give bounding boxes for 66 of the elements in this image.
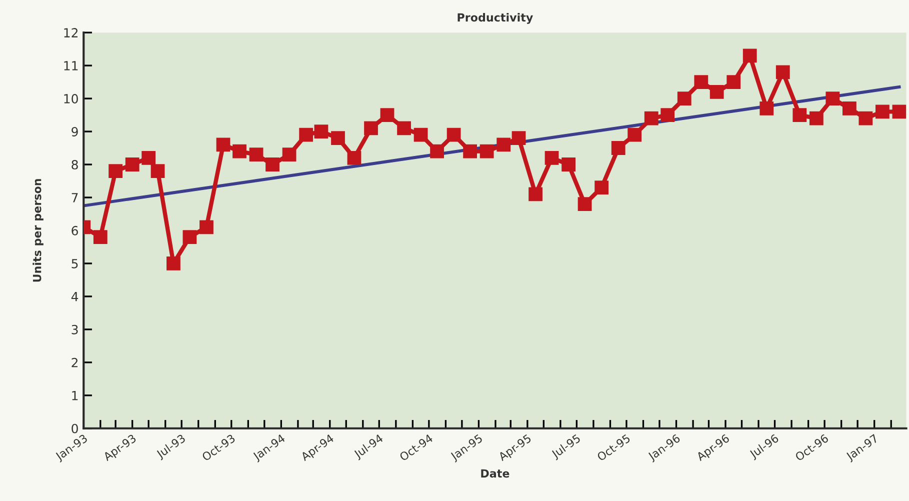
y-tick-label: 10: [64, 94, 78, 104]
point: [166, 256, 180, 270]
point: [347, 150, 362, 165]
y-tick-label: 5: [72, 259, 78, 268]
point: [562, 158, 576, 172]
point: [694, 75, 708, 89]
point: [892, 104, 906, 119]
point: [512, 131, 526, 146]
y-tick-label: 1: [72, 391, 78, 400]
y-tick-label: 8: [72, 160, 78, 170]
y-tick-label: 3: [72, 324, 78, 334]
point: [125, 158, 140, 172]
y-tick-label: 0: [72, 424, 78, 434]
point: [331, 131, 345, 146]
point: [528, 187, 542, 202]
point: [314, 124, 328, 138]
point: [266, 158, 280, 172]
y-tick-label: 2: [72, 358, 78, 368]
chart-title: Productivity: [458, 13, 533, 24]
point: [760, 101, 774, 116]
y-tick-label: 12: [64, 28, 78, 38]
point: [182, 230, 197, 244]
point: [776, 65, 790, 80]
point: [660, 108, 675, 122]
point: [93, 230, 108, 244]
point: [726, 75, 741, 89]
point: [809, 111, 824, 126]
y-tick-label: 6: [72, 226, 78, 236]
x-axis-title: Date: [481, 469, 510, 478]
point: [544, 150, 559, 165]
point: [858, 111, 873, 126]
point: [142, 150, 156, 165]
point: [282, 148, 296, 162]
y-tick-label: 11: [64, 61, 78, 70]
point: [578, 197, 592, 212]
y-tick-label: 7: [72, 193, 78, 202]
y-axis-title: Units per person: [32, 179, 44, 282]
point: [742, 48, 757, 63]
point: [644, 111, 658, 126]
point: [628, 128, 642, 142]
point: [876, 104, 890, 119]
point: [710, 84, 724, 99]
point: [232, 144, 246, 158]
point: [364, 121, 378, 136]
point: [792, 108, 807, 122]
point: [594, 180, 609, 195]
point: [108, 164, 123, 178]
point: [397, 121, 411, 136]
point: [842, 101, 856, 116]
point: [611, 141, 626, 155]
point: [430, 144, 444, 158]
point: [446, 128, 461, 142]
point: [496, 138, 511, 152]
point: [249, 148, 264, 162]
point: [380, 108, 394, 122]
point: [299, 128, 314, 142]
point: [463, 144, 477, 158]
point: [150, 164, 165, 178]
point: [480, 144, 494, 158]
point: [200, 220, 214, 234]
point: [826, 92, 840, 106]
y-tick-label: 9: [72, 126, 78, 136]
y-tick-label: 4: [71, 292, 78, 302]
point: [677, 92, 692, 106]
point: [414, 128, 428, 142]
point: [216, 138, 230, 152]
